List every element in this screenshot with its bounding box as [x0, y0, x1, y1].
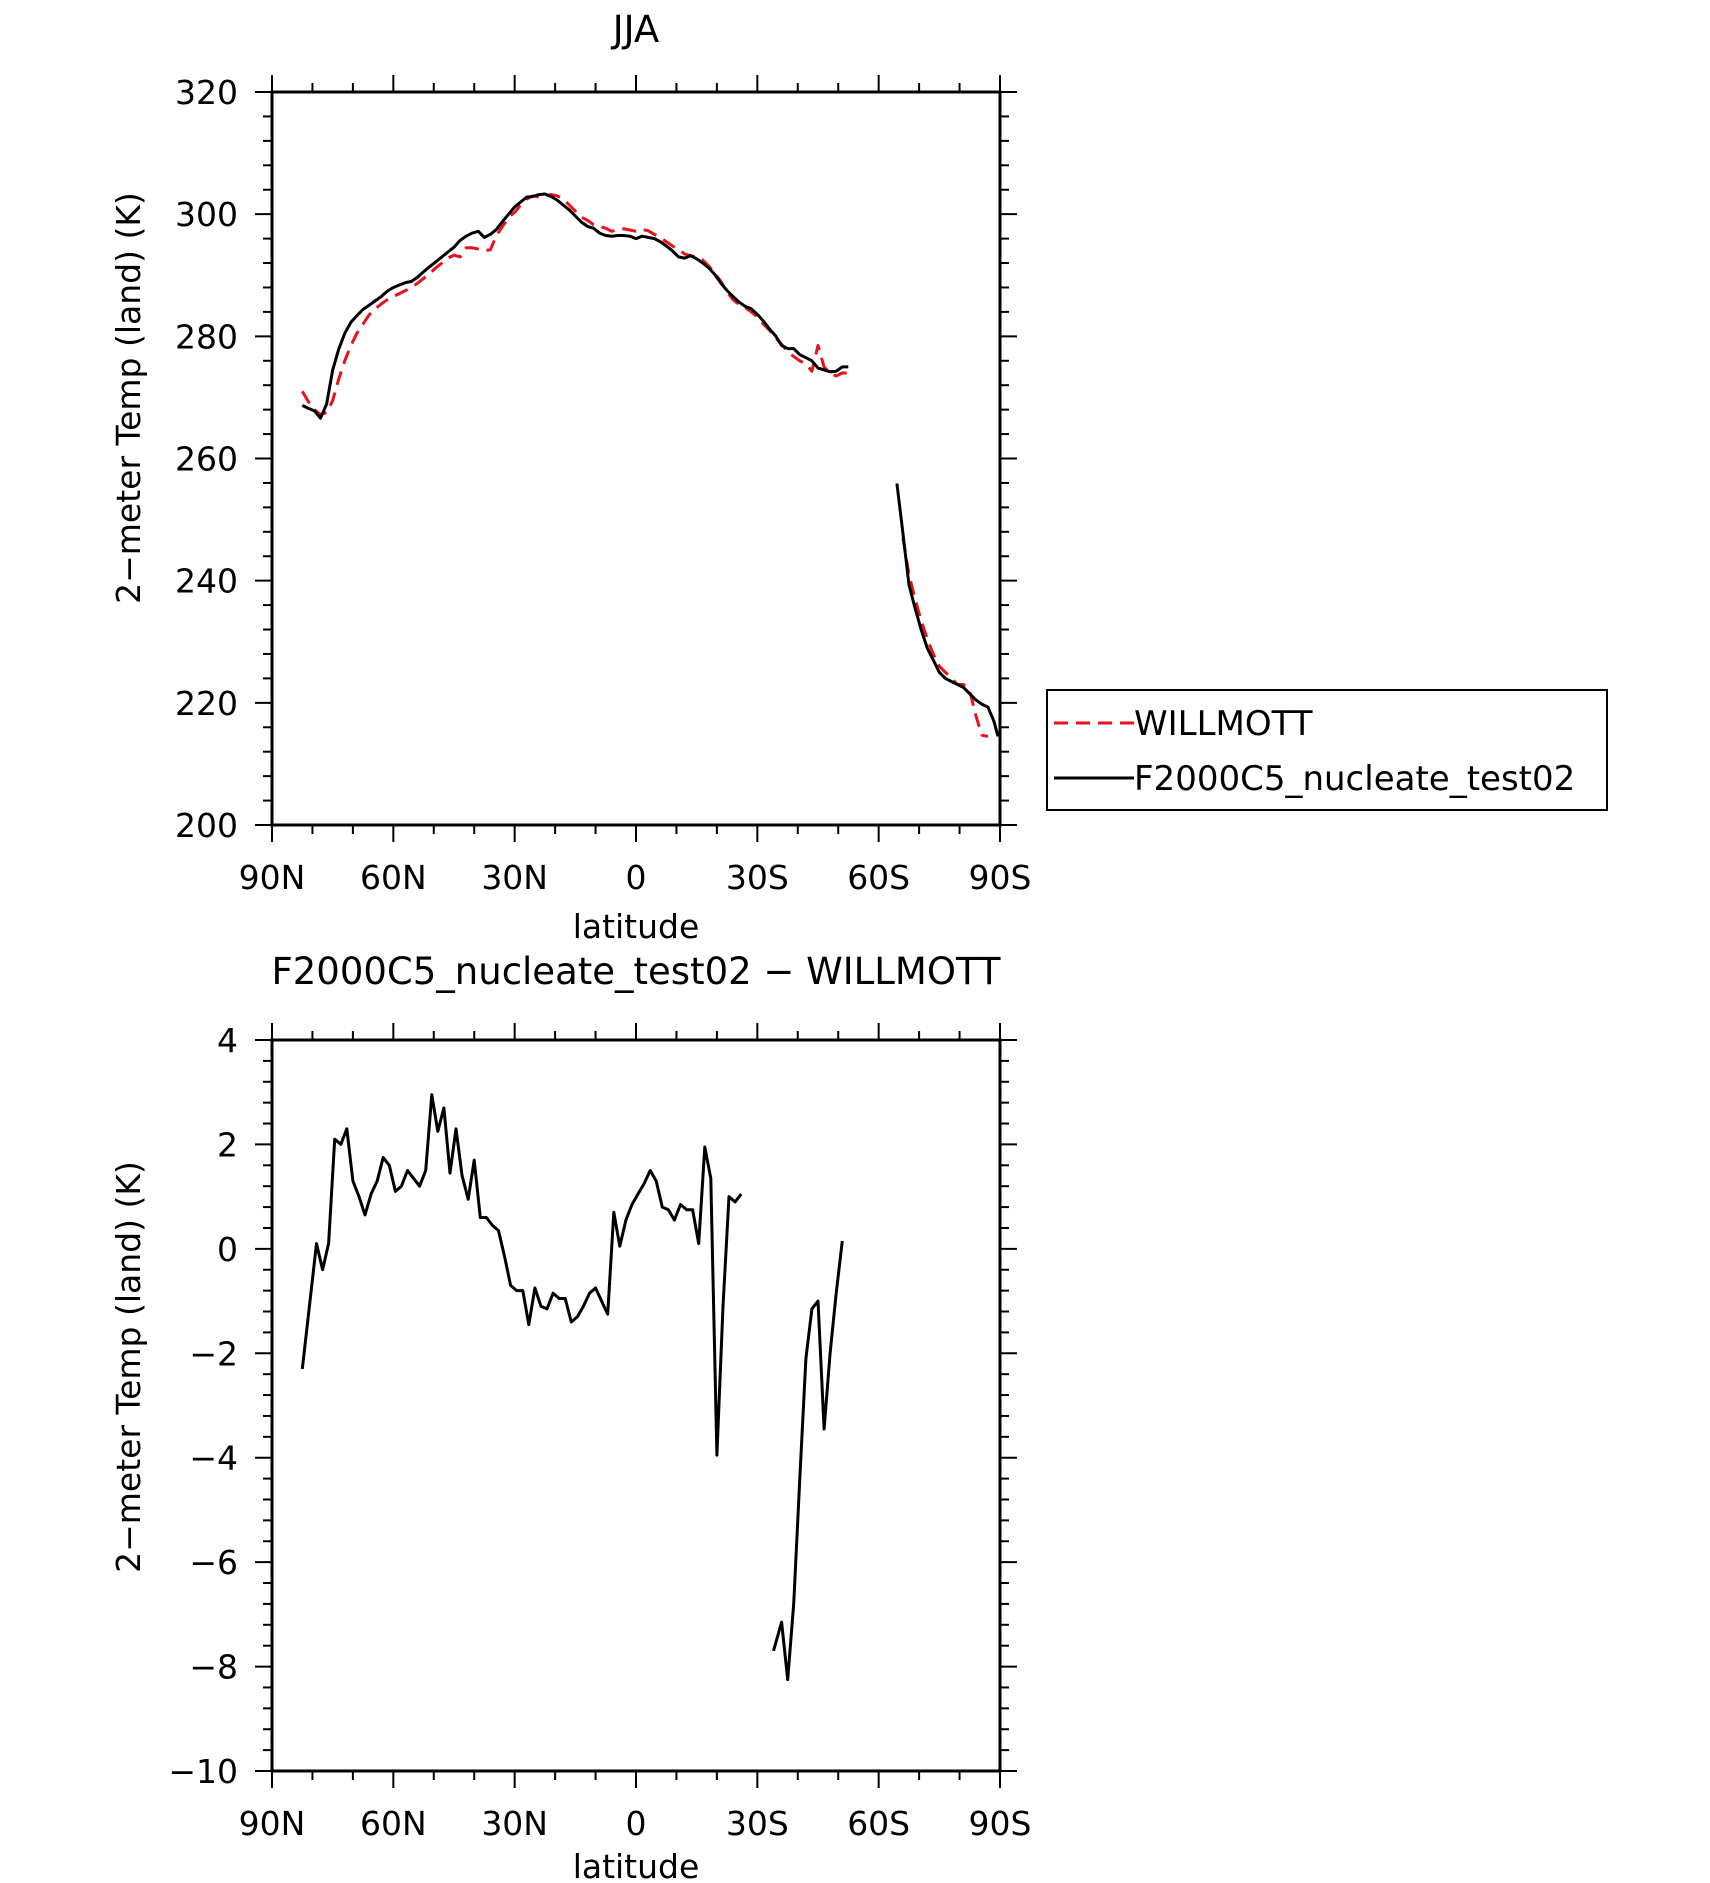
panel-top: JJA latitude 2−meter Temp (land) (K) 200…	[109, 8, 1608, 946]
x-tick-label: 30S	[726, 858, 789, 897]
series-line-willmott	[901, 537, 989, 738]
legend-label: F2000C5_nucleate_test02	[1134, 759, 1575, 799]
x-tick-label: 90S	[969, 858, 1032, 897]
x-tick-label: 60N	[360, 1804, 427, 1843]
series-line-willmott	[301, 193, 849, 416]
y-axis-label: 2−meter Temp (land) (K)	[109, 1161, 148, 1573]
x-axis-title: latitude	[573, 1847, 700, 1883]
x-tick-label: 60S	[847, 1804, 910, 1843]
y-tick-label: 300	[175, 195, 238, 234]
x-tick-label: 60S	[847, 858, 910, 897]
x-tick-label: 90N	[239, 1804, 306, 1843]
y-tick-label: −2	[189, 1334, 238, 1373]
y-tick-label: 0	[217, 1230, 238, 1269]
plot-area: −10 −8 −6 −4 −2 0 2 4 90N 60N 30N 0 30S 60S 90S	[168, 1021, 1031, 1843]
y-axis-title: 2−meter Temp (land) (K)	[109, 192, 148, 604]
x-tick-label: 90N	[239, 858, 306, 897]
legend-box	[1046, 689, 1608, 811]
x-tick-label: 0	[626, 1804, 647, 1843]
y-tick-label: 320	[175, 73, 238, 112]
x-axis-label: latitude	[573, 1847, 700, 1883]
chart-title: JJA	[611, 8, 660, 51]
y-axis-label: 2−meter Temp (land) (K)	[109, 192, 148, 604]
plot-area: 200 220 240 260 280 300 320 90N 60N 30N 0 30S 60S 90S	[175, 73, 1031, 897]
y-tick-label: −8	[189, 1648, 238, 1687]
series-line-difference	[300, 1093, 743, 1457]
plot-frame	[270, 1038, 1002, 1773]
y-tick-label: 240	[175, 562, 238, 601]
x-tick-label: 30N	[481, 858, 548, 897]
y-tick-label: −4	[189, 1439, 238, 1478]
x-tick-label: 0	[626, 858, 647, 897]
series-line-difference	[772, 1240, 844, 1682]
plot-frame	[270, 90, 1002, 827]
x-tick-label: 90S	[969, 1804, 1032, 1843]
panel-bottom: F2000C5_nucleate_test02 − WILLMOTT latit…	[109, 950, 1031, 1883]
x-tick-label: 30N	[481, 1804, 548, 1843]
x-axis-label: latitude	[573, 907, 700, 946]
series-line-f2000c5-nucleate-test02	[895, 483, 1000, 737]
x-axis-title: latitude	[573, 907, 700, 946]
x-tick-label: 30S	[726, 1804, 789, 1843]
y-tick-label: −6	[189, 1543, 238, 1582]
legend-label: WILLMOTT	[1134, 704, 1313, 744]
legend: WILLMOTT F2000C5_nucleate_test02	[1046, 689, 1608, 811]
y-tick-label: 4	[217, 1021, 238, 1060]
y-tick-label: 260	[175, 440, 238, 479]
y-tick-label: 280	[175, 317, 238, 356]
chart-title: F2000C5_nucleate_test02 − WILLMOTT	[271, 950, 1000, 993]
y-axis-title: 2−meter Temp (land) (K)	[109, 1161, 148, 1573]
y-tick-label: −10	[168, 1752, 238, 1791]
series-line-f2000c5-nucleate-test02	[301, 192, 849, 420]
y-tick-label: 220	[175, 684, 238, 723]
y-tick-label: 2	[217, 1125, 238, 1164]
y-tick-label: 200	[175, 806, 238, 845]
x-tick-label: 60N	[360, 858, 427, 897]
